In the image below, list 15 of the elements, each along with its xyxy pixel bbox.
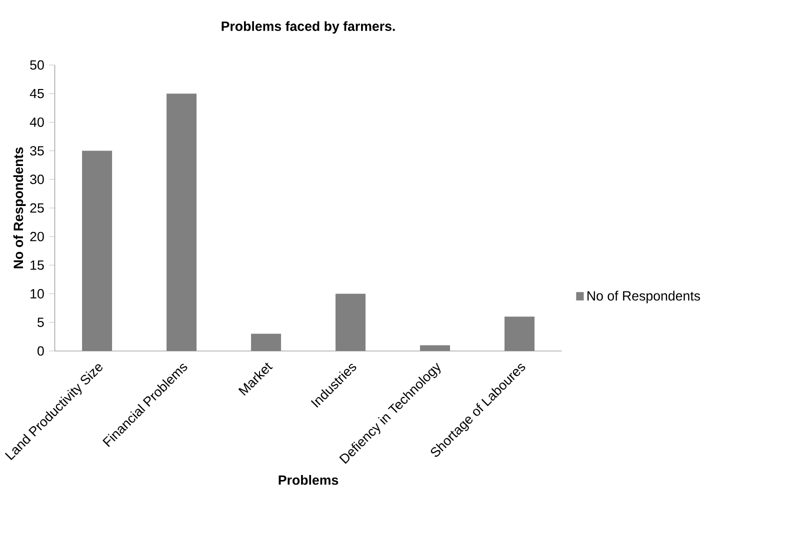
y-tick-label: 45 <box>30 88 44 98</box>
y-axis-title: No of Respondents <box>13 147 26 268</box>
y-tick-label: 0 <box>38 346 44 356</box>
y-tick-label: 30 <box>30 174 44 184</box>
chart-title: Problems faced by farmers. <box>222 21 395 34</box>
y-tick-label: 20 <box>30 232 44 242</box>
y-tick-label: 15 <box>30 260 44 270</box>
y-tick-label: 5 <box>38 318 44 328</box>
y-tick-label: 40 <box>30 117 44 127</box>
y-tick-label: 50 <box>30 60 44 70</box>
y-tick-label: 10 <box>30 289 44 299</box>
y-tick-label: 25 <box>30 203 44 213</box>
x-axis-title: Problems <box>278 475 338 485</box>
legend-label: No of Respondents <box>588 290 700 304</box>
y-tick-label: 35 <box>30 146 44 156</box>
